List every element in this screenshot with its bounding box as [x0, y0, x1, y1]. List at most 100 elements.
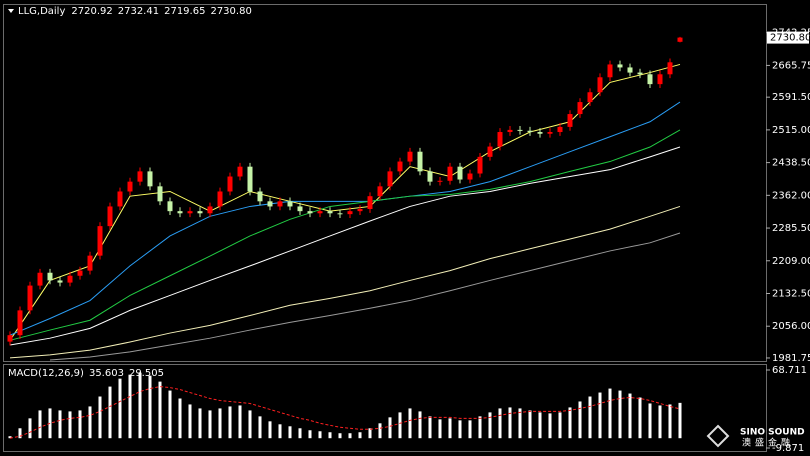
macd-bar	[108, 386, 112, 439]
last-price-box	[767, 31, 809, 44]
y-tick-label: 1981.75	[772, 353, 810, 364]
moving-average	[49, 232, 681, 361]
macd-bar	[528, 410, 532, 439]
macd-bar	[68, 411, 72, 439]
macd-bar	[88, 406, 92, 439]
macd-bar	[338, 433, 342, 439]
macd-bar	[438, 419, 442, 439]
candle-body	[447, 166, 453, 181]
candle-body	[337, 213, 343, 215]
macd-bar	[218, 408, 222, 439]
y-tick-label: 2665.75	[772, 60, 810, 71]
candle-body	[77, 270, 83, 276]
moving-average	[9, 101, 681, 336]
candle-body	[217, 191, 223, 207]
candle-body	[237, 166, 243, 177]
macd-bar	[318, 431, 322, 439]
candle-body	[597, 77, 603, 93]
macd-bar	[498, 408, 502, 439]
last-price-label: 2730.80	[770, 33, 810, 44]
macd-bar	[508, 407, 512, 439]
candle-body	[537, 132, 543, 134]
y-tick-label: 2515.00	[772, 125, 810, 136]
candle-body	[467, 173, 473, 180]
macd-bar	[628, 393, 632, 439]
candle-body	[127, 181, 133, 192]
candle-body	[27, 285, 33, 311]
watermark-brand: SINO SOUND	[740, 428, 805, 438]
y-tick-label: 2132.50	[772, 288, 810, 299]
candle-body	[57, 280, 63, 283]
candle-body	[257, 191, 263, 202]
macd-bar	[188, 404, 192, 439]
candle-body	[607, 64, 613, 78]
macd-bar	[198, 408, 202, 439]
candle-body	[177, 211, 183, 214]
candle-body	[67, 275, 73, 283]
macd-bar	[308, 430, 312, 439]
candle-body	[367, 196, 373, 210]
candle-body	[197, 211, 203, 214]
macd-value: 35.603	[89, 368, 124, 379]
macd-bar	[298, 428, 302, 439]
y-tick-label: 2056.00	[772, 321, 810, 332]
macd-bar	[348, 433, 352, 439]
watermark-sub: 澳盛金融	[742, 437, 794, 449]
candle-body	[87, 255, 93, 271]
y-tick-label: 2362.00	[772, 190, 810, 201]
candle-body	[677, 37, 683, 42]
moving-average	[9, 205, 681, 359]
candle-body	[147, 171, 153, 187]
macd-bar	[558, 412, 562, 439]
macd-bar	[288, 426, 292, 439]
candle-body	[167, 201, 173, 212]
macd-bar	[238, 405, 242, 439]
macd-bar	[148, 375, 152, 439]
macd-bar	[678, 402, 682, 439]
candle-body	[577, 102, 583, 115]
macd-bar	[268, 421, 272, 439]
candle-body	[267, 201, 273, 207]
candle-body	[437, 180, 443, 182]
candle-body	[97, 226, 103, 256]
macd-bar	[568, 407, 572, 439]
moving-average	[9, 146, 681, 346]
candle-body	[37, 272, 43, 286]
candle-body	[327, 211, 333, 214]
candle-body	[487, 146, 493, 157]
candle-body	[387, 171, 393, 187]
y-tick-label: 2438.50	[772, 158, 810, 169]
candle-body	[137, 171, 143, 182]
candle-body	[277, 201, 283, 207]
macd-bar	[328, 432, 332, 439]
macd-panel	[3, 364, 767, 452]
logo	[706, 424, 730, 448]
candle-body	[657, 74, 663, 85]
macd-bar	[388, 417, 392, 439]
macd-bar	[368, 428, 372, 439]
macd-bar	[58, 410, 62, 439]
macd-bar	[98, 396, 102, 439]
macd-bar	[398, 412, 402, 439]
candle-body	[357, 209, 363, 212]
candle-body	[557, 126, 563, 133]
macd-bar	[378, 423, 382, 439]
signal-value: 29.505	[129, 368, 164, 379]
y-tick-label: 2209.00	[772, 256, 810, 267]
macd-bar	[578, 401, 582, 439]
macd-bar	[478, 416, 482, 439]
candle-body	[567, 114, 573, 127]
signal-line	[9, 386, 681, 439]
y-tick-label: -9.871	[772, 443, 804, 454]
candle-body	[637, 72, 643, 75]
candle-body	[247, 166, 253, 192]
candle-body	[117, 191, 123, 207]
macd-bar	[408, 408, 412, 439]
macd-bar	[158, 381, 162, 439]
macd-bar	[588, 396, 592, 439]
watermark: SINO SOUND 澳盛金融	[706, 424, 805, 449]
candle-body	[407, 151, 413, 162]
candle-body	[157, 186, 163, 202]
